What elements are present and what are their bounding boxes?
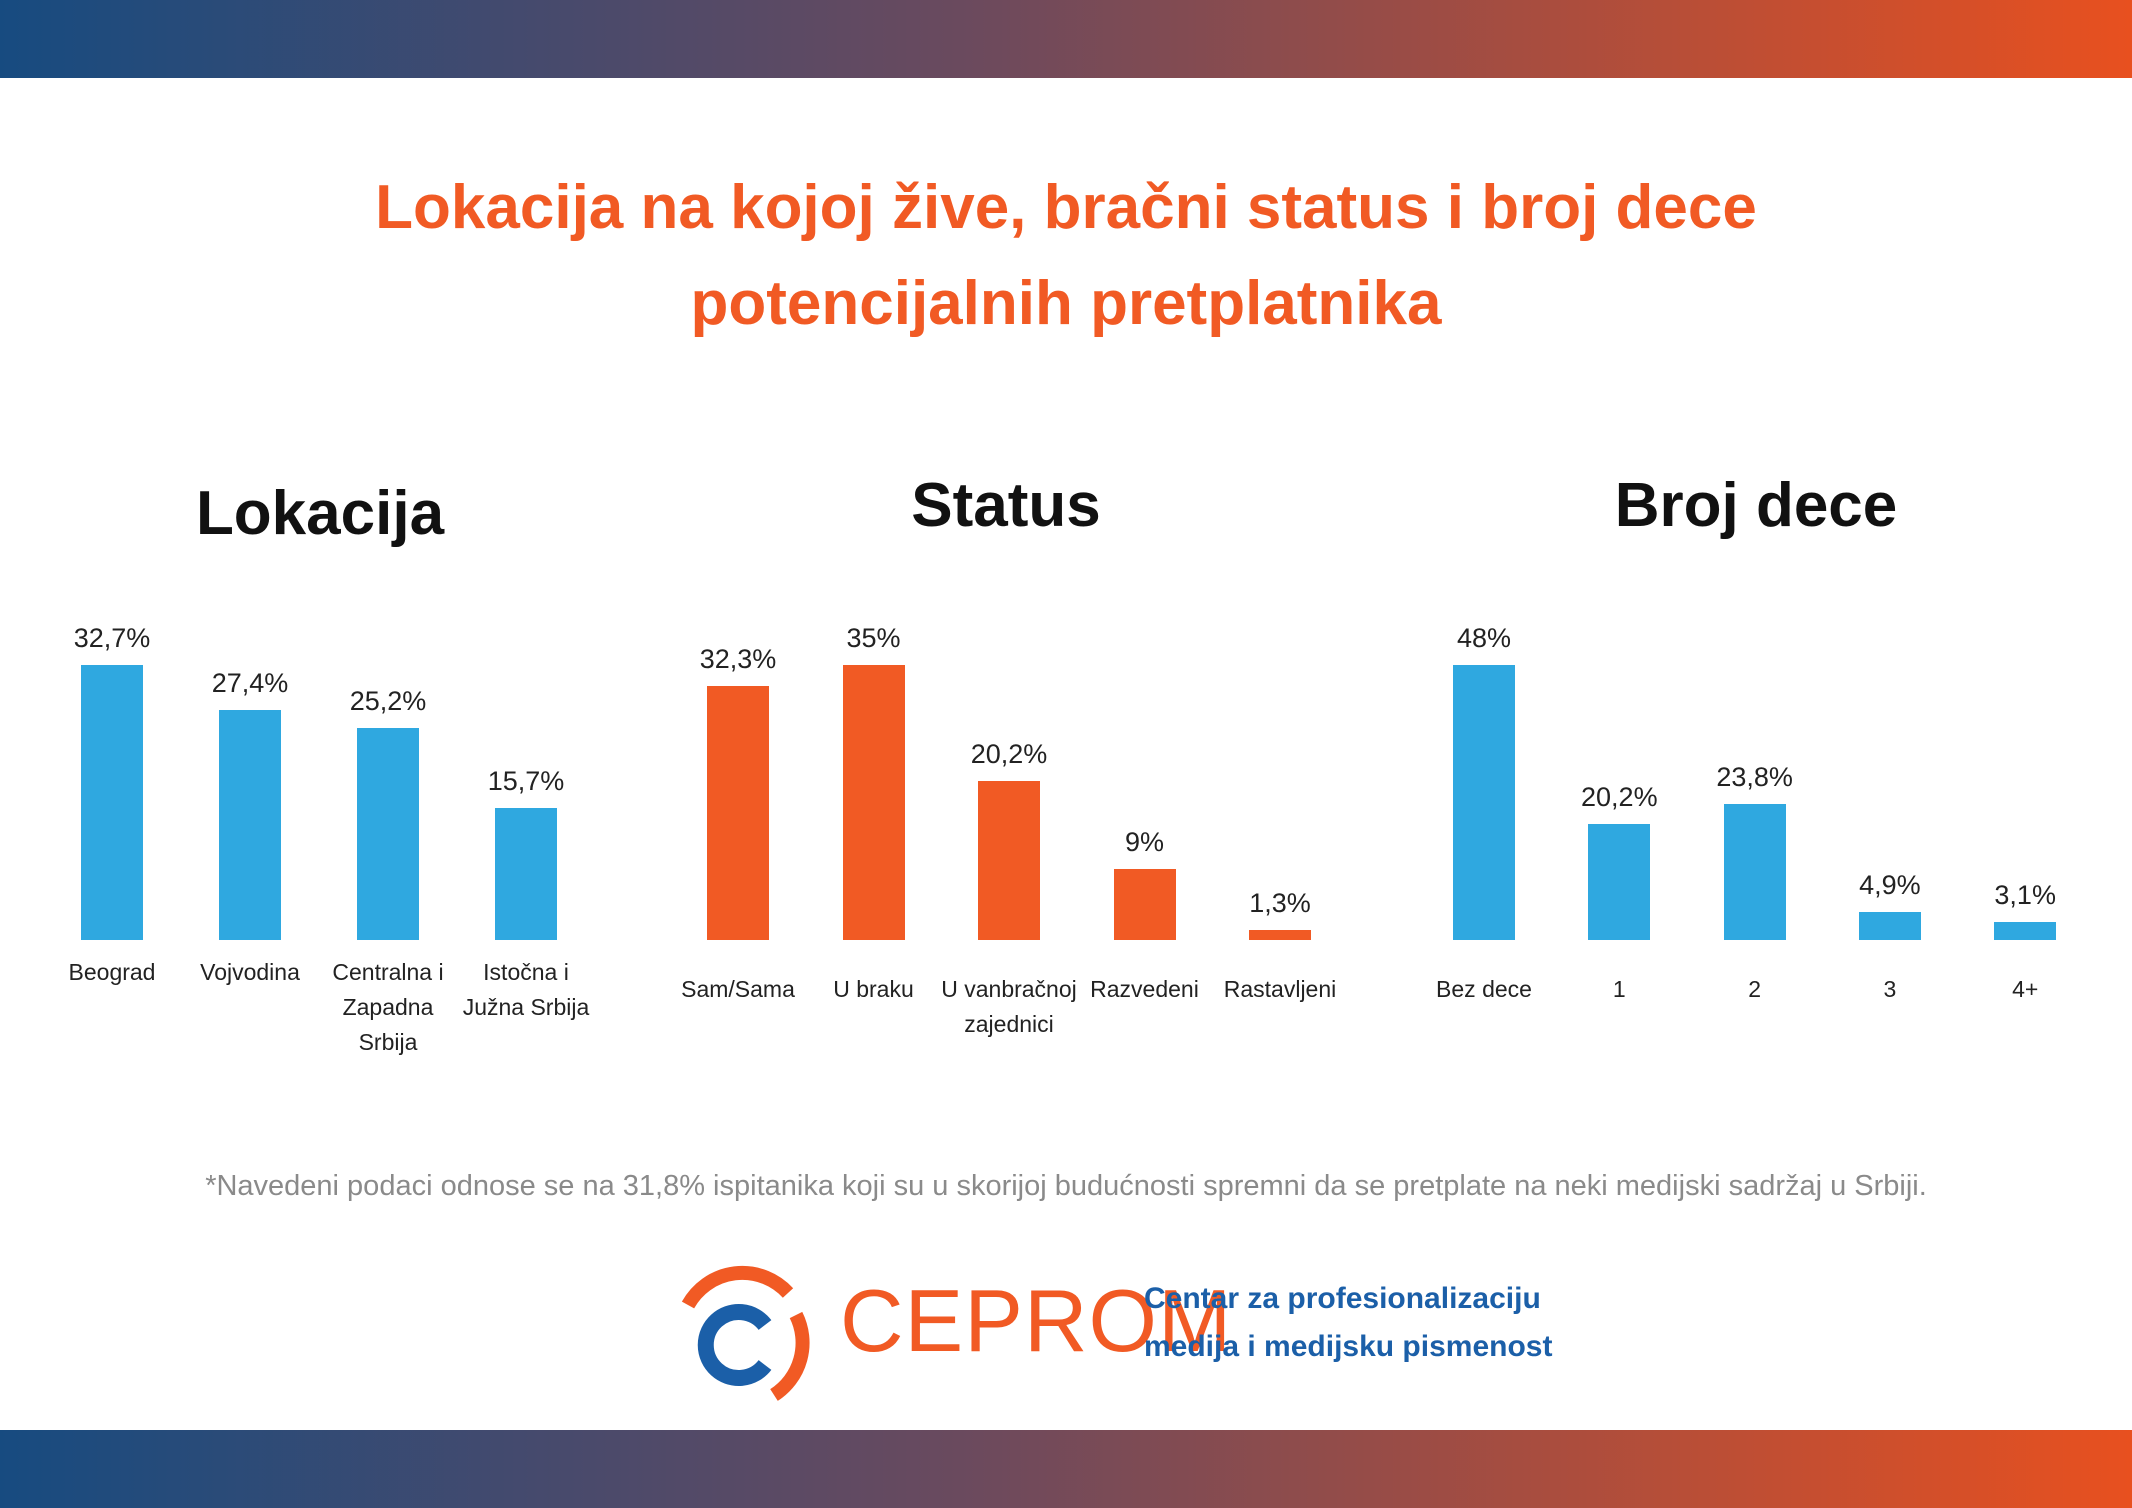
footnote: *Navedeni podaci odnose se na 31,8% ispi… xyxy=(205,1170,1927,1202)
category-label: Beograd xyxy=(68,959,156,985)
category-label: U braku xyxy=(833,976,914,1002)
value-label: 23,8% xyxy=(1716,761,1793,792)
bar xyxy=(1249,929,1311,940)
value-label: 32,3% xyxy=(699,644,777,675)
top-band xyxy=(0,0,2132,78)
category-label: U vanbračnoj zajednici xyxy=(941,976,1077,1037)
bar xyxy=(1453,665,1515,940)
value-label: 9% xyxy=(1124,827,1165,858)
bar xyxy=(495,807,557,940)
bar xyxy=(842,665,905,940)
bar xyxy=(1723,803,1786,940)
bar xyxy=(1994,922,2057,940)
bar xyxy=(978,781,1040,940)
category-label: Vojvodina xyxy=(200,959,300,985)
logo-arc xyxy=(681,1265,794,1309)
page-title: Lokacija na kojoj žive, bračni status i … xyxy=(375,173,1757,338)
category-label: 3 xyxy=(1883,976,1897,1002)
bottom-band xyxy=(0,1430,2132,1508)
bar xyxy=(1588,824,1651,940)
category-label: Razvedeni xyxy=(1090,976,1199,1002)
category-label: Rastavljeni xyxy=(1223,976,1337,1002)
logo-tagline: medija i medijsku pismenost xyxy=(1144,1330,1553,1363)
bar xyxy=(707,686,769,940)
value-label: 20,2% xyxy=(970,739,1048,770)
bar xyxy=(1113,869,1176,940)
value-label: 27,4% xyxy=(211,667,289,698)
category-label: Centralna i Zapadna Srbija xyxy=(332,959,444,1055)
category-label: Istočna i Južna Srbija xyxy=(462,959,590,1020)
category-label: 1 xyxy=(1612,976,1626,1002)
value-label: 25,2% xyxy=(349,686,427,717)
bar xyxy=(1858,911,1921,940)
logo-inner xyxy=(697,1304,772,1386)
value-label: 3,1% xyxy=(1994,880,2056,911)
chart-title: Status xyxy=(911,471,1101,540)
logo-name: CEPROM xyxy=(840,1271,1233,1370)
bar xyxy=(81,665,143,940)
logo-tagline: Centar za profesionalizaciju xyxy=(1144,1282,1541,1315)
value-label: 32,7% xyxy=(73,623,151,653)
bar xyxy=(357,728,419,940)
bar xyxy=(219,709,281,940)
category-label: 2 xyxy=(1748,976,1761,1002)
chart-title: Broj dece xyxy=(1614,471,1898,540)
logo-arc xyxy=(769,1311,810,1401)
category-label: 4+ xyxy=(2012,976,2039,1002)
value-label: 48% xyxy=(1456,623,1512,653)
value-label: 15,7% xyxy=(487,765,565,796)
value-label: 4,9% xyxy=(1859,869,1921,900)
logo-icon xyxy=(681,1265,810,1401)
value-label: 20,2% xyxy=(1581,782,1658,813)
category-label: Bez dece xyxy=(1436,976,1532,1002)
value-label: 35% xyxy=(846,623,901,653)
chart-title: Lokacija xyxy=(195,479,445,548)
logo-dot xyxy=(731,1335,751,1355)
value-label: 1,3% xyxy=(1249,887,1311,918)
category-label: Sam/Sama xyxy=(681,976,795,1002)
